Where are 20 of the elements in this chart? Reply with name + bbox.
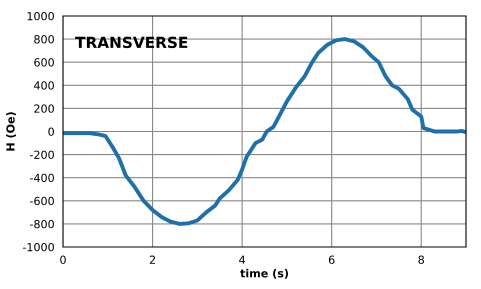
- y-tick-label: 200: [34, 104, 54, 113]
- y-tick-label: 1000: [28, 12, 54, 20]
- y-tick-label: -800: [30, 220, 54, 228]
- y-tick-label: -1000: [22, 242, 54, 252]
- y-tick-label: -400: [30, 174, 54, 182]
- y-tick-label: -600: [30, 196, 54, 206]
- x-axis-title: time (s): [240, 268, 288, 279]
- y-tick-label: 600: [34, 58, 54, 67]
- y-tick-label: 800: [34, 35, 54, 44]
- x-tick-label: 4: [239, 256, 246, 264]
- x-tick-label: 6: [328, 256, 334, 264]
- y-tick-label: 0: [48, 127, 54, 136]
- y-tick-label: 400: [34, 81, 54, 90]
- x-tick-label: 8: [418, 256, 424, 264]
- line-series: [63, 37, 466, 226]
- y-axis-title: H (Oe): [6, 112, 16, 151]
- x-tick-label: 2: [150, 256, 155, 264]
- x-tick-label: 0: [60, 256, 66, 264]
- text: TRANSVERSE: [75, 36, 188, 48]
- y-tick-label: -200: [30, 150, 54, 159]
